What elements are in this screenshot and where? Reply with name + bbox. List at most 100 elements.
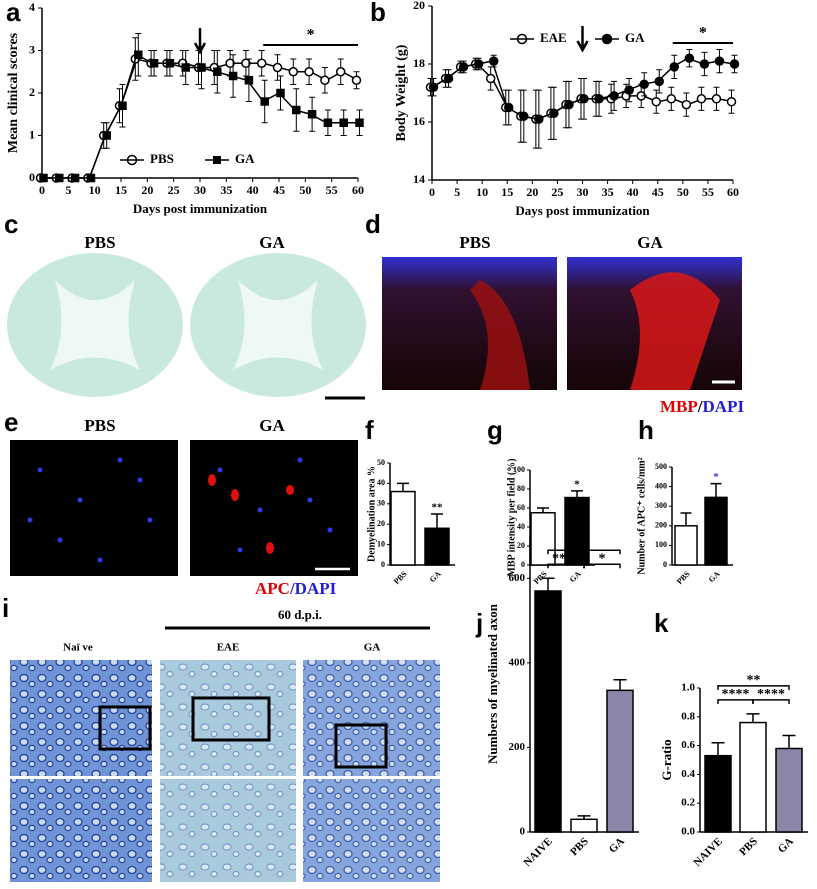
panel-letter: k: [654, 608, 669, 638]
y-tick-label: 14: [413, 172, 425, 186]
x-tick-label: 50: [299, 183, 311, 197]
significance-label: *: [599, 552, 606, 567]
image-label: PBS: [84, 416, 115, 435]
x-tick-label: 55: [326, 183, 338, 197]
marker: [726, 96, 737, 107]
y-axis-label: Body Weight (g): [394, 44, 409, 141]
significance-label: **: [747, 673, 761, 688]
x-tick-label: GA: [707, 569, 722, 584]
panel-letter: d: [365, 209, 381, 239]
bracket: [752, 699, 790, 704]
marker: [86, 173, 96, 183]
column-label: Naï ve: [63, 642, 93, 654]
y-tick-label: 200: [509, 741, 526, 753]
marker: [320, 75, 330, 85]
bar: [674, 525, 698, 566]
significance-label: *: [699, 25, 707, 42]
panel-letter: g: [487, 415, 503, 445]
error-bar: [541, 577, 555, 591]
marker: [699, 59, 710, 69]
significance-label: ****: [552, 552, 580, 567]
marker: [594, 94, 604, 104]
marker: [519, 111, 529, 121]
marker: [351, 75, 362, 85]
bar: [564, 496, 590, 566]
y-tick-label: 0.6: [681, 739, 695, 751]
bracket: [583, 563, 621, 569]
marker: [681, 99, 692, 110]
x-tick-label: 35: [220, 183, 232, 197]
marker: [564, 99, 574, 110]
x-tick-label: 20: [141, 183, 153, 197]
image-label: GA: [637, 233, 663, 252]
marker: [355, 118, 364, 127]
y-tick-label: 0.0: [681, 826, 695, 838]
x-tick-label: GA: [776, 835, 796, 855]
y-tick-label: 2: [29, 85, 35, 99]
bar: [570, 818, 598, 833]
y-tick-label: 3: [29, 42, 35, 56]
marker: [256, 58, 267, 68]
marker: [504, 102, 514, 113]
marker: [244, 76, 254, 85]
x-tick-label: 40: [627, 185, 639, 199]
y-tick-label: 4: [29, 0, 35, 14]
y-tick-label: 16: [413, 114, 425, 128]
y-axis-label: G-ratio: [659, 739, 674, 780]
stain-label: MBP/DAPI: [660, 397, 744, 416]
arrow: [193, 28, 207, 55]
marker: [292, 105, 301, 115]
x-tick-label: PBS: [675, 569, 692, 586]
bar: [606, 689, 634, 833]
y-axis-label: Numbers of myelinated axon: [485, 603, 500, 764]
y-tick-label: 500: [655, 462, 667, 471]
marker: [55, 173, 64, 183]
image-label: GA: [259, 416, 285, 435]
x-axis-label: Days post immunization: [515, 203, 650, 218]
micrograph: [10, 440, 358, 576]
marker: [276, 88, 285, 98]
error-bar: [613, 679, 627, 691]
stain: MBP: [660, 397, 698, 416]
y-tick-label: 100: [655, 540, 667, 549]
micrograph: [10, 660, 440, 882]
bar: [775, 747, 803, 833]
marker: [149, 59, 159, 68]
x-tick-label: 15: [115, 183, 127, 197]
y-axis-label: Mean clinical scores: [6, 32, 21, 153]
error-bar: [680, 512, 692, 526]
x-tick-label: 25: [168, 183, 180, 197]
marker: [288, 67, 299, 77]
x-tick-label: 45: [652, 185, 664, 199]
y-tick-label: 10: [377, 539, 385, 548]
x-tick-label: 0: [39, 183, 45, 197]
significance-label: *: [713, 471, 719, 483]
x-tick-label: 45: [273, 183, 285, 197]
error-bar: [571, 490, 583, 498]
x-tick-label: GA: [428, 569, 443, 584]
x-tick-label: 10: [89, 183, 101, 197]
marker: [102, 131, 111, 140]
bar: [530, 512, 556, 566]
marker: [654, 76, 664, 87]
y-tick-label: 30: [377, 499, 385, 508]
marker: [651, 96, 661, 107]
error-bar: [537, 507, 549, 513]
y-tick-label: 40: [377, 478, 385, 487]
y-tick-label: 400: [655, 481, 667, 490]
error-bar: [397, 482, 409, 492]
x-tick-label: 5: [454, 185, 460, 199]
marker: [339, 118, 348, 127]
panel-letter: c: [4, 209, 18, 239]
panel-letter: j: [475, 608, 483, 638]
y-tick-label: 0: [520, 826, 526, 838]
marker: [228, 71, 238, 81]
y-tick-label: 1.0: [681, 682, 695, 694]
marker: [534, 114, 544, 124]
x-tick-label: 15: [501, 185, 513, 199]
x-tick-label: NAIVE: [521, 835, 555, 869]
x-tick-label: 30: [194, 183, 206, 197]
x-tick-label: 40: [247, 183, 259, 197]
x-tick-label: 60: [727, 185, 739, 199]
